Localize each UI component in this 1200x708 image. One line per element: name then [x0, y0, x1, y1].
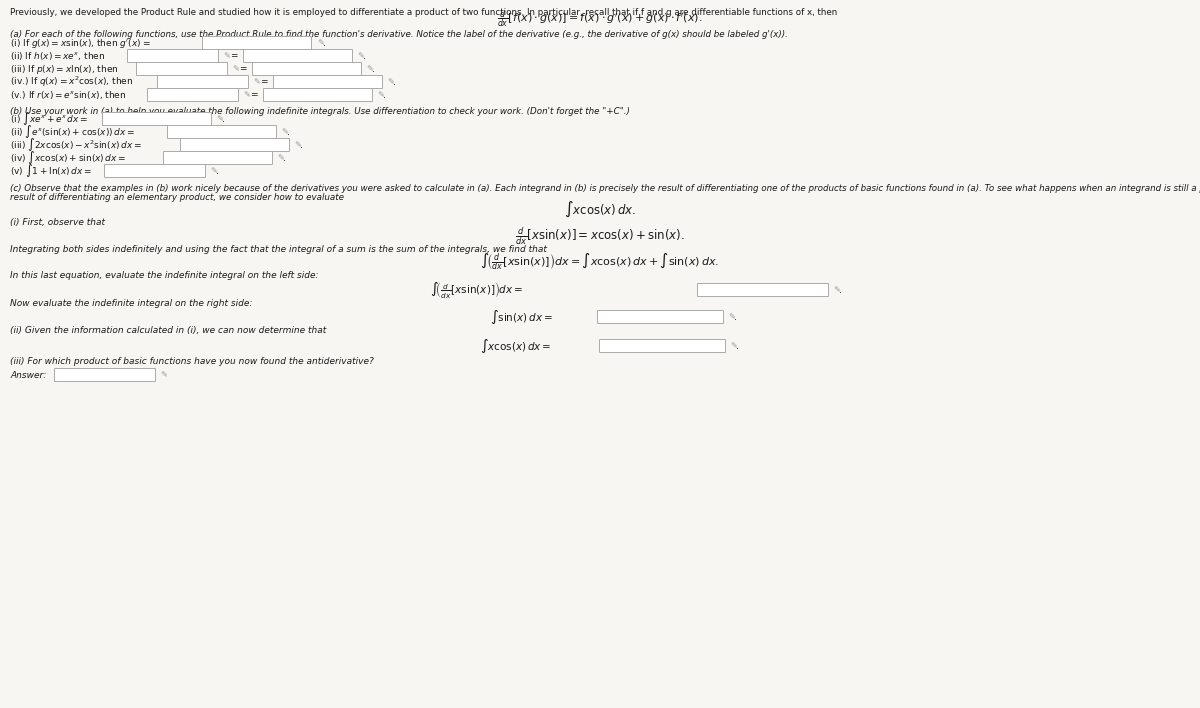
Text: (i) If $g(x) = x\sin(x)$, then $g'(x) =$: (i) If $g(x) = x\sin(x)$, then $g'(x) =$	[10, 37, 151, 50]
Text: (iii) $\int 2x\cos(x)-x^2\sin(x)\,dx =$: (iii) $\int 2x\cos(x)-x^2\sin(x)\,dx =$	[10, 137, 142, 154]
Text: ✎: ✎	[358, 52, 364, 60]
FancyBboxPatch shape	[244, 50, 353, 62]
FancyBboxPatch shape	[54, 368, 156, 382]
Text: Now evaluate the indefinite integral on the right side:: Now evaluate the indefinite integral on …	[10, 299, 252, 309]
FancyBboxPatch shape	[203, 37, 312, 50]
FancyBboxPatch shape	[157, 76, 248, 88]
FancyBboxPatch shape	[264, 88, 372, 101]
Text: ✎: ✎	[294, 140, 301, 149]
Text: $\int x\cos(x)\,dx.$: $\int x\cos(x)\,dx.$	[564, 200, 636, 219]
FancyBboxPatch shape	[180, 139, 289, 152]
Text: (v) $\int 1+\ln(x)\,dx =$: (v) $\int 1+\ln(x)\,dx =$	[10, 163, 92, 179]
Text: .: .	[300, 140, 302, 150]
Text: (iii) For which product of basic functions have you now found the antiderivative: (iii) For which product of basic functio…	[10, 357, 373, 365]
Text: ✎: ✎	[728, 312, 734, 321]
Text: $\frac{d}{dx}[x\sin(x)] = x\cos(x)+\sin(x).$: $\frac{d}{dx}[x\sin(x)] = x\cos(x)+\sin(…	[515, 225, 685, 247]
Text: (iii) If $p(x) = x\ln(x)$, then: (iii) If $p(x) = x\ln(x)$, then	[10, 62, 119, 76]
Text: (ii) Given the information calculated in (i), we can now determine that: (ii) Given the information calculated in…	[10, 326, 326, 336]
Text: ✎: ✎	[366, 64, 373, 74]
Text: result of differentiating an elementary product, we consider how to evaluate: result of differentiating an elementary …	[10, 193, 344, 202]
FancyBboxPatch shape	[102, 113, 211, 125]
FancyBboxPatch shape	[252, 62, 361, 76]
Text: .: .	[839, 285, 842, 295]
Text: $\int\!\left(\frac{d}{dx}[x\sin(x)]\right)dx =$: $\int\!\left(\frac{d}{dx}[x\sin(x)]\righ…	[430, 280, 523, 300]
Text: .: .	[216, 166, 220, 176]
Text: $\int\!\left(\frac{d}{dx}[x\sin(x)]\right)dx = \int x\cos(x)\,dx + \int\sin(x)\,: $\int\!\left(\frac{d}{dx}[x\sin(x)]\righ…	[480, 252, 720, 272]
FancyBboxPatch shape	[127, 50, 218, 62]
FancyBboxPatch shape	[137, 62, 228, 76]
Text: (ii) $\int e^x(\sin(x)+\cos(x))\,dx =$: (ii) $\int e^x(\sin(x)+\cos(x))\,dx =$	[10, 124, 136, 140]
Text: Integrating both sides indefinitely and using the fact that the integral of a su: Integrating both sides indefinitely and …	[10, 244, 547, 253]
Text: ✎: ✎	[277, 154, 284, 163]
FancyBboxPatch shape	[274, 76, 383, 88]
FancyBboxPatch shape	[148, 88, 239, 101]
Text: (ii) If $h(x) = xe^x$, then: (ii) If $h(x) = xe^x$, then	[10, 50, 106, 62]
Text: =: =	[260, 77, 268, 86]
Text: ✎: ✎	[281, 127, 288, 137]
Text: ✎: ✎	[253, 77, 260, 86]
Text: .: .	[394, 77, 396, 87]
Text: (i) $\int xe^x + e^x\,dx =$: (i) $\int xe^x + e^x\,dx =$	[10, 110, 88, 127]
Text: ✎: ✎	[216, 115, 223, 123]
FancyBboxPatch shape	[163, 152, 272, 164]
Text: ✎: ✎	[377, 91, 384, 100]
Text: In this last equation, evaluate the indefinite integral on the left side:: In this last equation, evaluate the inde…	[10, 271, 318, 280]
Text: Previously, we developed the Product Rule and studied how it is employed to diff: Previously, we developed the Product Rul…	[10, 8, 838, 17]
Text: .: .	[287, 127, 290, 137]
Text: $\frac{d}{dx}[f(x)\cdot g(x)] = f(x)\cdot g'(x) + g(x)\cdot f'(x).$: $\frac{d}{dx}[f(x)\cdot g(x)] = f(x)\cdo…	[497, 8, 703, 30]
Text: ✎: ✎	[833, 285, 840, 295]
Text: .: .	[383, 90, 386, 100]
Text: $\int x\cos(x)\,dx =$: $\int x\cos(x)\,dx =$	[480, 337, 552, 355]
Text: (iv.) If $q(x) = x^2\cos(x)$, then: (iv.) If $q(x) = x^2\cos(x)$, then	[10, 75, 133, 89]
Text: =: =	[239, 64, 246, 74]
Text: =: =	[230, 52, 238, 60]
Text: .: .	[323, 38, 326, 48]
FancyBboxPatch shape	[168, 125, 276, 139]
FancyBboxPatch shape	[600, 340, 726, 353]
Text: (c) Observe that the examples in (b) work nicely because of the derivatives you : (c) Observe that the examples in (b) wor…	[10, 184, 1200, 193]
FancyBboxPatch shape	[598, 311, 724, 324]
Text: (b) Use your work in (a) to help you evaluate the following indefinite integrals: (b) Use your work in (a) to help you eva…	[10, 107, 630, 116]
Text: (v.) If $r(x) = e^x\sin(x)$, then: (v.) If $r(x) = e^x\sin(x)$, then	[10, 89, 126, 101]
Text: ✎: ✎	[160, 370, 167, 379]
Text: ✎: ✎	[232, 64, 239, 74]
Text: ✎: ✎	[730, 341, 737, 350]
Text: (a) For each of the following functions, use the Product Rule to find the functi: (a) For each of the following functions,…	[10, 30, 788, 39]
Text: ✎: ✎	[386, 77, 394, 86]
Text: .: .	[364, 51, 366, 61]
Text: .: .	[222, 114, 226, 124]
Text: (iv) $\int x\cos(x)+\sin(x)\,dx =$: (iv) $\int x\cos(x)+\sin(x)\,dx =$	[10, 149, 126, 166]
Text: ✎: ✎	[242, 91, 250, 100]
Text: .: .	[734, 312, 737, 322]
FancyBboxPatch shape	[697, 283, 828, 297]
Text: ✎: ✎	[223, 52, 230, 60]
Text: =: =	[250, 91, 258, 100]
FancyBboxPatch shape	[104, 164, 205, 178]
Text: Answer:: Answer:	[10, 370, 47, 379]
Text: ✎: ✎	[210, 166, 217, 176]
Text: $\int\sin(x)\,dx =$: $\int\sin(x)\,dx =$	[490, 308, 553, 326]
Text: .: .	[372, 64, 374, 74]
Text: ✎: ✎	[317, 38, 324, 47]
Text: (i) First, observe that: (i) First, observe that	[10, 217, 106, 227]
Text: .: .	[736, 341, 739, 351]
Text: .: .	[283, 153, 286, 163]
